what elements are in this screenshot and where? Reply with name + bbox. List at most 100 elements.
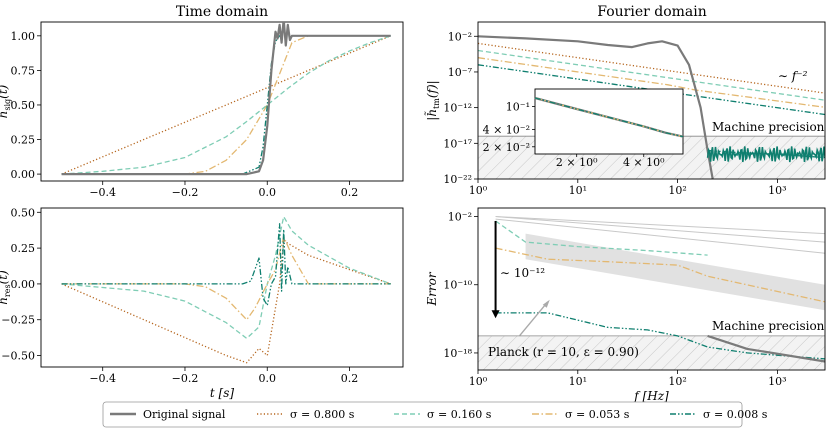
y-axis-label-tr: |h̃tm(f)|	[423, 80, 441, 120]
inset-x-tick-label: 2 × 10⁰	[556, 156, 598, 169]
y-tick-label-tl: 0.25	[11, 134, 36, 147]
legend-label-s0800: σ = 0.800 s	[290, 408, 355, 421]
inset-y-tick-label: 10⁻¹	[506, 100, 530, 113]
annotation-planck: Planck (r = 10, ε = 0.90)	[488, 345, 639, 359]
y-tick-label-tl: 0.75	[11, 64, 36, 77]
title-time-domain: Time domain	[176, 4, 268, 20]
series-line-s0008	[495, 312, 825, 360]
x-axis-label-bl: t [s]	[210, 386, 234, 400]
reference-curve	[495, 218, 825, 254]
series-line-s0160	[478, 49, 825, 101]
series-line-s0800	[478, 42, 825, 94]
series-line-s0008	[61, 223, 391, 307]
annotation-f-power: ∼ f⁻²	[778, 69, 808, 83]
legend-label-s0053: σ = 0.053 s	[565, 408, 630, 421]
y-tick-label-tr: 10⁻²	[448, 30, 472, 43]
series-line-original	[478, 35, 714, 179]
y-tick-label-bl: 0.25	[11, 242, 36, 255]
series-line-s0053	[61, 235, 391, 321]
y-tick-label-tl: 0.50	[11, 99, 36, 112]
fourier-amplitude-plot: 10⁰ 10¹ 10² 10³ 10⁻²² 10⁻¹⁷ 10⁻¹² 10⁻⁷ 10⁻² |h̃tm…	[423, 21, 826, 197]
inset-y-tick-label: 2 × 10⁻²	[483, 141, 530, 154]
y-tick-label-tl: 0.00	[11, 168, 36, 181]
reference-curve	[495, 216, 825, 243]
x-tick-label-tr: 10³	[768, 184, 786, 197]
inset-y-tick-label: 4 × 10⁻²	[483, 123, 530, 136]
inset-line-s0008	[534, 97, 684, 138]
x-tick-label-br: 10³	[768, 375, 786, 388]
y-tick-label-bl: −0.25	[1, 314, 35, 327]
legend: Original signal σ = 0.800 s σ = 0.160 s σ =…	[102, 401, 768, 428]
series-line-s0053	[61, 35, 391, 175]
legend-label-original: Original signal	[143, 408, 226, 421]
series-line-s0008	[478, 64, 825, 116]
y-axis-label-br: Error	[425, 271, 439, 306]
y-tick-label-bl: 0.50	[11, 206, 36, 219]
x-tick-label-tl: 0.2	[341, 186, 359, 199]
series-line-s0800	[61, 240, 391, 364]
x-tick-label-bl: 0.0	[259, 372, 277, 385]
x-tick-label-tl: −0.4	[89, 186, 116, 199]
annotation-drop: ∼ 10⁻¹²	[500, 266, 545, 280]
background-curves	[495, 216, 825, 311]
legend-label-s0160: σ = 0.160 s	[427, 408, 492, 421]
series-line-s0800	[61, 35, 391, 175]
y-tick-label-bl: 0.00	[11, 278, 36, 291]
y-tick-label-br: 10⁻²	[448, 211, 472, 224]
fourier-error-plot: 10⁰ 10¹ 10² 10³ 10⁻¹⁸ 10⁻¹⁰ 10⁻² Error f [Hz]	[425, 207, 826, 403]
y-tick-label-br: 10⁻¹⁸	[443, 347, 472, 360]
y-tick-label-tr: 10⁻¹²	[443, 102, 472, 115]
x-tick-label-tr: 10²	[668, 184, 686, 197]
y-tick-label-tl: 1.00	[11, 30, 36, 43]
series-line-original	[707, 334, 825, 363]
series-line-original	[61, 22, 391, 176]
series-line-s0160	[61, 215, 391, 340]
noise-floor-green	[706, 146, 825, 163]
inset-x-tick-label: 4 × 10⁰	[623, 156, 665, 169]
title-fourier-domain: Fourier domain	[597, 4, 707, 20]
time-domain-signal-plot: −0.4 −0.2 0.0 0.2 0.00 0.25 0.50 0.75 1.00 hsig(t…	[0, 21, 404, 199]
reference-curve	[495, 216, 825, 235]
series-line-s0160	[61, 35, 391, 175]
inset-frame	[534, 88, 684, 155]
x-tick-label-bl: −0.2	[172, 372, 199, 385]
x-tick-label-bl: 0.2	[341, 372, 359, 385]
series-line-s0160	[495, 220, 708, 256]
x-tick-label-tl: 0.0	[259, 186, 277, 199]
x-tick-label-bl: −0.4	[89, 372, 116, 385]
axes-frame-tr	[477, 21, 826, 180]
legend-box	[102, 401, 743, 428]
series-line-s0053	[495, 247, 825, 303]
axes-frame-tl	[40, 21, 404, 182]
axes-frame-bl	[40, 207, 404, 368]
series-group-tr	[478, 35, 825, 179]
series-group-tl	[61, 22, 391, 176]
x-tick-label-br: 10¹	[569, 375, 587, 388]
series-line-s0053	[478, 57, 825, 108]
x-axis-label-br: f [Hz]	[633, 389, 669, 403]
planck-pointer-head	[542, 299, 550, 308]
y-tick-label-tr: 10⁻²²	[443, 173, 472, 186]
series-group-bl	[61, 215, 391, 364]
annotation-machine-precision-top: Machine precision	[712, 120, 825, 134]
x-tick-label-br: 10²	[668, 375, 686, 388]
y-tick-label-bl: −0.50	[1, 350, 35, 363]
axes-frame-br	[477, 207, 826, 371]
y-tick-label-tr: 10⁻¹⁷	[443, 137, 472, 150]
annotation-machine-precision-bottom: Machine precision	[712, 319, 825, 333]
x-tick-label-tr: 10¹	[569, 184, 587, 197]
x-tick-label-tr: 10⁰	[469, 184, 488, 197]
uncertainty-band	[525, 233, 825, 311]
y-tick-label-tr: 10⁻⁷	[448, 66, 473, 79]
y-axis-label-bl: hres(t)	[0, 270, 12, 305]
x-tick-label-tl: −0.2	[172, 186, 199, 199]
series-group-br	[495, 220, 825, 363]
y-axis-label-tl: hsig(t)	[0, 84, 12, 118]
x-tick-label-br: 10⁰	[469, 375, 488, 388]
legend-label-s0008: σ = 0.008 s	[703, 408, 768, 421]
planck-pointer-shaft	[518, 301, 549, 337]
drop-arrow-head	[491, 310, 500, 319]
time-domain-residual-plot: −0.4 −0.2 0.0 0.2 −0.50 −0.25 0.00 0.25 0.50 hres…	[0, 206, 404, 400]
y-tick-label-br: 10⁻¹⁰	[443, 279, 472, 292]
